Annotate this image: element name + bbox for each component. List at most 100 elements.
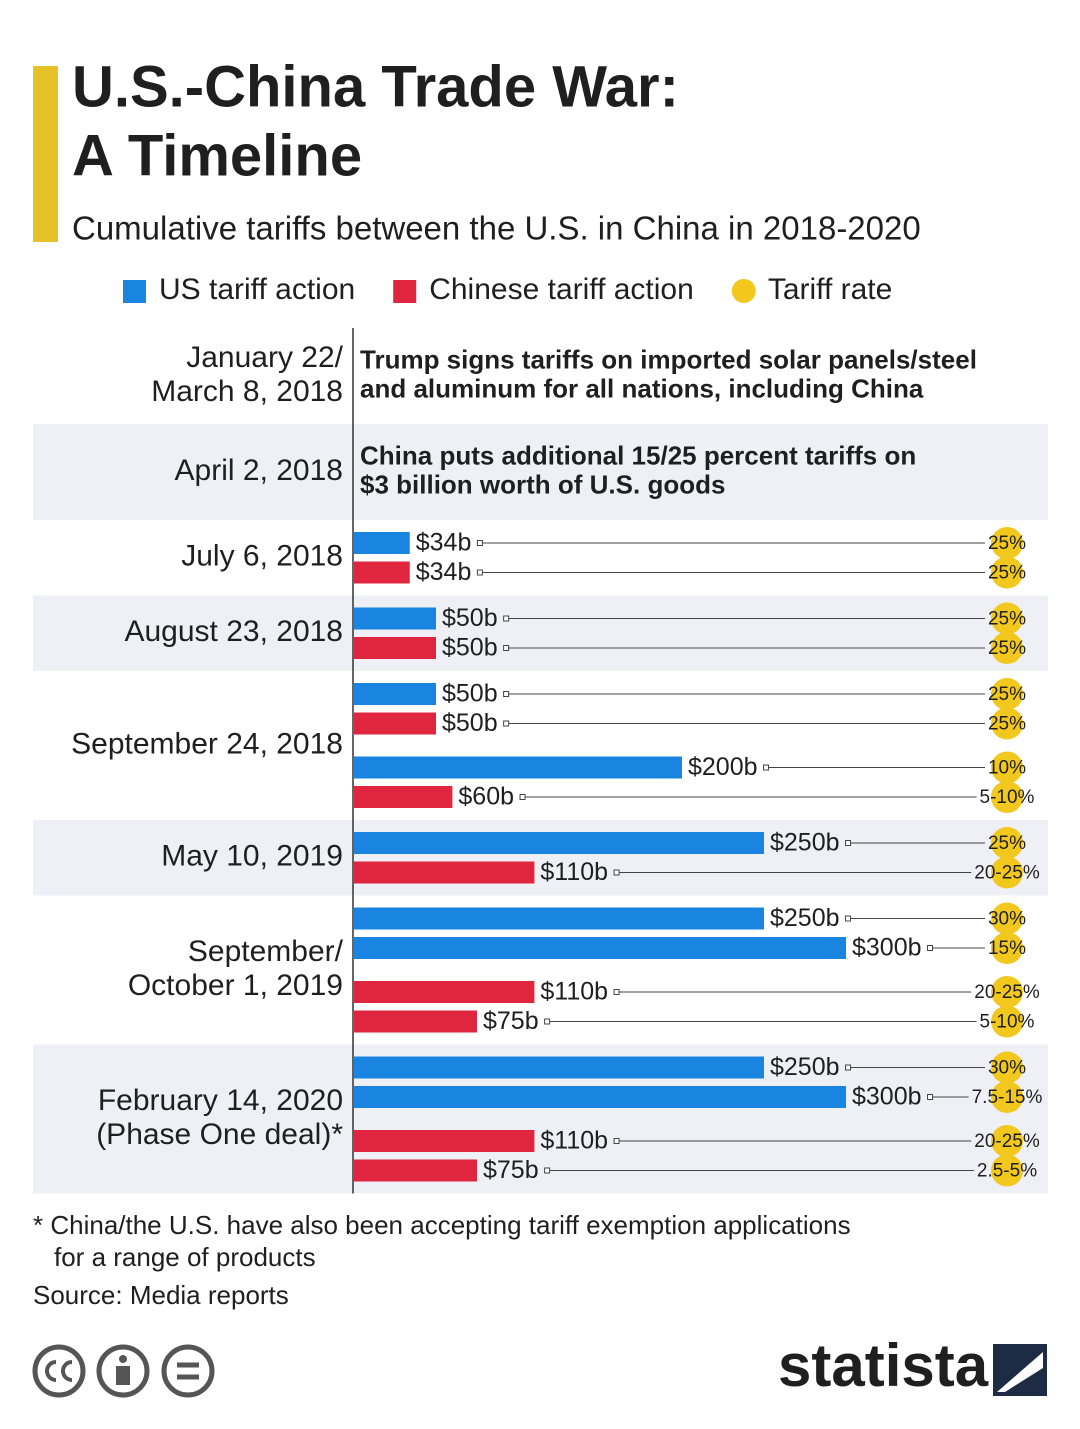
- leader-dot: [845, 915, 852, 922]
- date-label: May 10, 2019: [161, 840, 343, 873]
- bar: [354, 832, 764, 854]
- event-note: Trump signs tariffs on imported solar pa…: [360, 344, 977, 374]
- rate-dot: [991, 856, 1023, 889]
- bar: [354, 683, 436, 705]
- rate-dot: [991, 1081, 1023, 1113]
- value-label: $110b: [540, 978, 608, 1006]
- source: Source: Media reports: [33, 1280, 289, 1310]
- legend-swatch: [123, 280, 146, 303]
- rate-label: 25%: [988, 833, 1026, 854]
- chart-title: A Timeline: [72, 123, 362, 188]
- leader-dot: [476, 569, 483, 576]
- bar: [354, 1159, 477, 1182]
- leader-dot: [519, 794, 526, 800]
- value-label: $50b: [442, 709, 498, 737]
- value-label: $50b: [442, 634, 498, 662]
- leader-dot: [503, 720, 510, 727]
- bar: [354, 907, 764, 930]
- date-label: February 14, 2020: [98, 1084, 343, 1117]
- leader-dot: [503, 645, 510, 651]
- rate-dot: [991, 707, 1023, 740]
- leader-dot: [927, 945, 934, 951]
- bar: [354, 637, 436, 659]
- bar: [354, 786, 453, 808]
- logo-mark: [993, 1344, 1047, 1396]
- rate-dot: [991, 932, 1023, 964]
- value-label: $200b: [688, 753, 758, 781]
- value-label: $300b: [852, 1083, 922, 1111]
- legend-label: Tariff rate: [768, 273, 893, 306]
- date-label: September/: [188, 935, 344, 968]
- event-note: China puts additional 15/25 percent tari…: [360, 440, 916, 470]
- rate-dot: [991, 1125, 1023, 1157]
- date-label: August 23, 2018: [124, 615, 343, 648]
- rate-label: 25%: [988, 609, 1026, 630]
- value-label: $300b: [852, 934, 922, 962]
- row-band: [33, 424, 1048, 520]
- rate-dot: [991, 556, 1023, 589]
- chart-subtitle: Cumulative tariffs between the U.S. in C…: [72, 210, 921, 247]
- bar: [354, 937, 846, 959]
- value-label: $250b: [770, 904, 840, 932]
- footnote: for a range of products: [54, 1242, 316, 1272]
- bar: [354, 1010, 477, 1033]
- rate-dot: [991, 527, 1023, 559]
- leader-dot: [476, 540, 483, 546]
- leader-dot: [845, 1064, 852, 1071]
- leader-dot: [613, 1138, 620, 1144]
- rate-label: 20-25%: [974, 1131, 1040, 1152]
- content: US tariff action Chinese tariff action Tar…: [71, 273, 1042, 1194]
- rate-label: 20-25%: [974, 863, 1040, 884]
- legend-swatch: [393, 280, 417, 303]
- rate-dot: [991, 751, 1023, 784]
- value-label: $60b: [458, 783, 514, 811]
- rate-label: 10%: [988, 758, 1026, 779]
- rate-label: 25%: [988, 684, 1026, 705]
- bar: [354, 1086, 846, 1108]
- event-note: $3 billion worth of U.S. goods: [360, 469, 725, 499]
- date-label: September 24, 2018: [71, 727, 343, 760]
- rate-label: 30%: [988, 1058, 1026, 1079]
- rate-dot: [991, 781, 1023, 813]
- date-label: July 6, 2018: [181, 540, 343, 573]
- rate-dot: [991, 902, 1023, 935]
- value-label: $34b: [416, 529, 472, 557]
- chart-title: U.S.-China Trade War:: [72, 54, 679, 119]
- value-label: $110b: [540, 1127, 608, 1155]
- license-icons: [32, 1344, 215, 1398]
- value-label: $75b: [483, 1007, 539, 1035]
- bar: [354, 561, 410, 584]
- leader-dot: [544, 1167, 551, 1174]
- bar: [354, 712, 436, 735]
- rate-dot: [991, 678, 1023, 710]
- rate-dot: [991, 1154, 1023, 1187]
- title-accent: [33, 66, 58, 242]
- rate-label: 5-10%: [980, 787, 1035, 808]
- footnote: * China/the U.S. have also been acceptin…: [33, 1210, 851, 1240]
- value-label: $34b: [416, 558, 472, 586]
- value-label: $110b: [540, 858, 608, 886]
- event-note: and aluminum for all nations, including …: [360, 373, 924, 403]
- bar: [354, 1130, 535, 1152]
- rate-dot: [991, 602, 1023, 635]
- rate-label: 25%: [988, 638, 1026, 659]
- rate-label: 30%: [988, 909, 1026, 930]
- date-label: (Phase One deal)*: [96, 1118, 343, 1151]
- date-label: October 1, 2019: [128, 969, 343, 1002]
- row-band: [33, 595, 1048, 671]
- rate-dot: [991, 632, 1023, 664]
- rate-dot: [991, 976, 1023, 1008]
- date-label: January 22/: [186, 341, 343, 374]
- legend-label: US tariff action: [159, 273, 355, 306]
- bar: [354, 532, 410, 554]
- rate-label: 25%: [988, 714, 1026, 735]
- value-label: $50b: [442, 680, 498, 708]
- rate-dot: [991, 1051, 1023, 1084]
- leader-dot: [503, 615, 510, 622]
- rate-dot: [991, 1005, 1023, 1038]
- value-label: $75b: [483, 1156, 539, 1184]
- rate-label: 7.5-15%: [972, 1087, 1043, 1108]
- leader-dot: [503, 691, 510, 697]
